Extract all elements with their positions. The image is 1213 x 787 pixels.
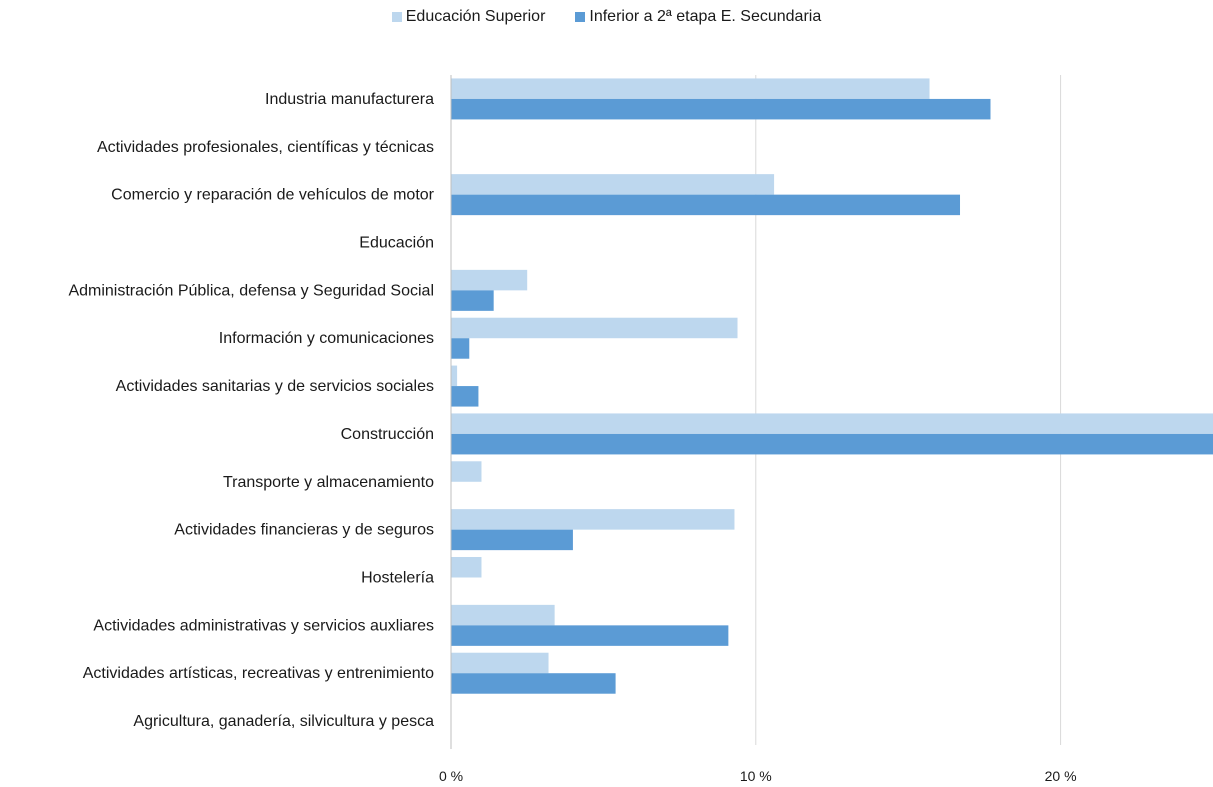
legend-label-educacion-superior: Educación Superior — [405, 8, 546, 25]
x-tick-label-1: 10 % — [740, 768, 772, 784]
bar-s0-c8 — [451, 461, 482, 482]
legend-item-inferior-secundaria: Inferior a 2ª etapa E. Secundaria — [575, 8, 821, 26]
category-label-4: Administración Pública, defensa y Seguri… — [68, 282, 434, 299]
bar-s0-c4 — [451, 269, 528, 291]
category-label-1: Actividades profesionales, científicas y… — [97, 139, 434, 156]
category-label-2: Comercio y reparación de vehículos de mo… — [111, 187, 434, 204]
category-label-12: Actividades artísticas, recreativas y en… — [83, 665, 434, 682]
bar-s0-c10 — [451, 557, 482, 578]
bar-s0-c2 — [451, 174, 775, 195]
bar-s0-c6 — [451, 365, 458, 387]
legend-swatch-educacion-superior — [391, 12, 402, 22]
bar-s0-c9 — [451, 509, 735, 530]
bar-s1-c9 — [451, 529, 573, 551]
category-label-11: Actividades administrativas y servicios … — [93, 617, 434, 634]
bar-s1-c12 — [451, 673, 616, 694]
bar-s1-c2 — [451, 194, 961, 216]
bar-s1-c0 — [451, 98, 991, 120]
x-tick-label-0: 0 % — [439, 768, 463, 784]
category-label-6: Actividades sanitarias y de servicios so… — [116, 378, 434, 395]
x-tick-label-2: 20 % — [1045, 768, 1077, 784]
bar-s0-c12 — [451, 652, 549, 674]
bar-s1-c7 — [451, 433, 1213, 455]
category-label-7: Construcción — [341, 426, 434, 443]
bar-s0-c11 — [451, 604, 555, 626]
category-label-3: Educación — [359, 235, 434, 252]
category-label-13: Agricultura, ganadería, silvicultura y p… — [133, 713, 434, 730]
bar-s1-c4 — [451, 290, 494, 311]
bar-s1-c5 — [451, 338, 470, 359]
legend-label-inferior-secundaria: Inferior a 2ª etapa E. Secundaria — [589, 8, 822, 25]
category-label-10: Hostelería — [361, 570, 434, 587]
legend-swatch-inferior-secundaria — [575, 12, 586, 22]
category-label-8: Transporte y almacenamiento — [223, 474, 434, 491]
bar-s0-c0 — [451, 78, 930, 99]
category-label-0: Industria manufacturera — [265, 91, 434, 108]
bar-s0-c5 — [451, 317, 738, 339]
bar-s0-c7 — [451, 413, 1213, 434]
bar-s1-c6 — [451, 386, 479, 407]
bar-s1-c11 — [451, 625, 729, 646]
category-label-9: Actividades financieras y de seguros — [174, 522, 434, 539]
category-label-5: Información y comunicaciones — [219, 330, 434, 347]
legend: Educación Superior Inferior a 2ª etapa E… — [0, 8, 1213, 26]
legend-item-educacion-superior: Educación Superior — [391, 8, 546, 26]
